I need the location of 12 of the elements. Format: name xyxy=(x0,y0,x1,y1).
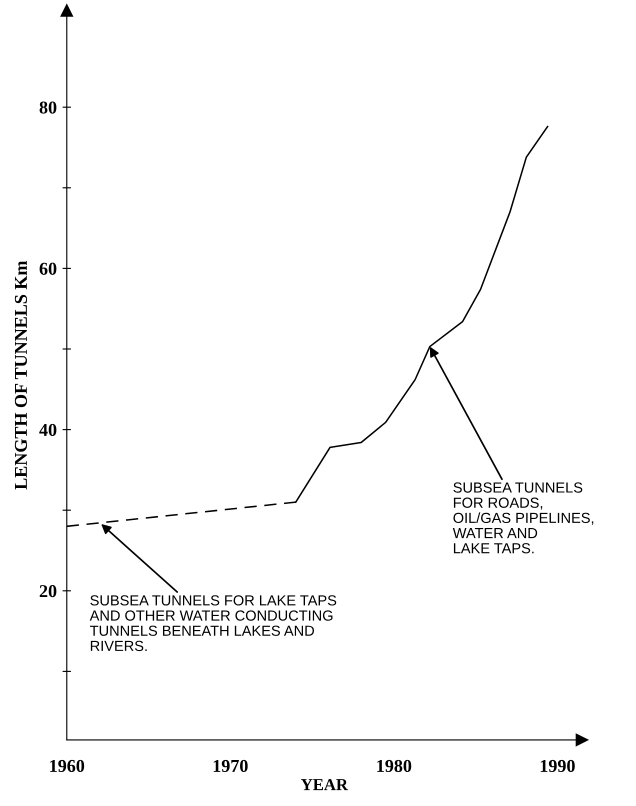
y-tick-label: 40 xyxy=(39,424,56,436)
y-tick-label: 80 xyxy=(40,101,56,114)
y-tick-label: 60 xyxy=(40,262,56,275)
y-tick-label: 20 xyxy=(40,585,56,598)
annotation: SUBSEA TUNNELS FOR ROADS, OIL/GAS PIPELINES, WATER AND LAKE TAPS. xyxy=(452,482,594,554)
annotation: SUBSEA TUNNELS FOR LAKE TAPS AND OTHER WATER CONDUCTING TUNNELS BENEATH LAKES AND RIVERS. xyxy=(90,595,336,652)
x-tick-label: 1960 xyxy=(50,760,84,772)
x-axis-title: YEAR xyxy=(301,779,348,790)
y-axis-title: LENGTH OF TUNNELS Km xyxy=(14,260,27,490)
x-tick-label: 1970 xyxy=(214,760,248,772)
x-tick-label: 1980 xyxy=(377,760,412,772)
x-tick-label: 1990 xyxy=(540,760,575,772)
